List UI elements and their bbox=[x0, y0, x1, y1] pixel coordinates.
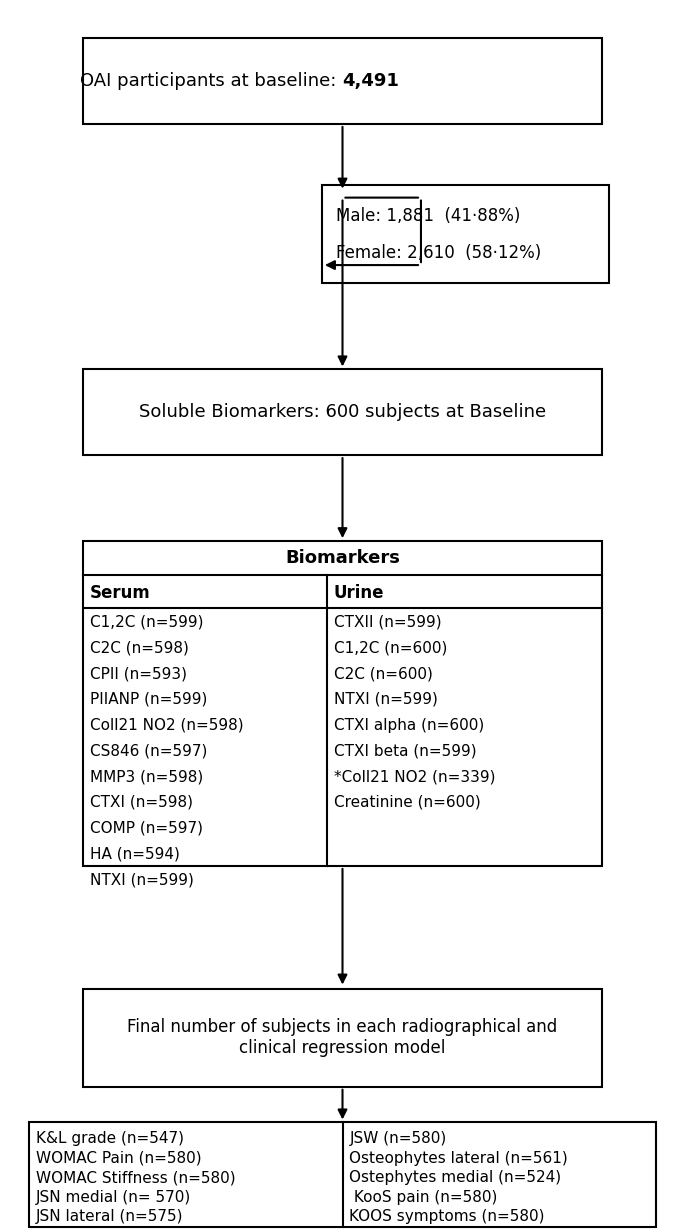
Text: Ostephytes medial (n=524): Ostephytes medial (n=524) bbox=[349, 1170, 562, 1186]
Text: CPII (n=593): CPII (n=593) bbox=[90, 667, 187, 681]
Text: CS846 (n=597): CS846 (n=597) bbox=[90, 743, 208, 759]
Text: Urine: Urine bbox=[334, 583, 384, 601]
Text: Osteophytes lateral (n=561): Osteophytes lateral (n=561) bbox=[349, 1150, 568, 1166]
Text: CTXI (n=598): CTXI (n=598) bbox=[90, 795, 193, 809]
Text: Final number of subjects in each radiographical and
clinical regression model: Final number of subjects in each radiogr… bbox=[127, 1018, 558, 1057]
Text: NTXI (n=599): NTXI (n=599) bbox=[90, 872, 194, 887]
Text: PIIANP (n=599): PIIANP (n=599) bbox=[90, 691, 208, 707]
Text: COMP (n=597): COMP (n=597) bbox=[90, 820, 203, 835]
FancyBboxPatch shape bbox=[84, 38, 601, 124]
Text: Serum: Serum bbox=[90, 583, 151, 601]
FancyBboxPatch shape bbox=[84, 369, 601, 455]
Text: KooS pain (n=580): KooS pain (n=580) bbox=[349, 1189, 498, 1205]
Text: 4,491: 4,491 bbox=[342, 73, 399, 90]
Text: KOOS symptoms (n=580): KOOS symptoms (n=580) bbox=[349, 1209, 545, 1224]
Text: CTXI beta (n=599): CTXI beta (n=599) bbox=[334, 743, 476, 759]
Text: Biomarkers: Biomarkers bbox=[285, 549, 400, 567]
Text: C1,2C (n=599): C1,2C (n=599) bbox=[90, 615, 203, 630]
Text: *Coll21 NO2 (n=339): *Coll21 NO2 (n=339) bbox=[334, 769, 495, 785]
FancyBboxPatch shape bbox=[322, 186, 608, 283]
Text: CTXI alpha (n=600): CTXI alpha (n=600) bbox=[334, 717, 484, 733]
Text: Creatinine (n=600): Creatinine (n=600) bbox=[334, 795, 480, 809]
FancyBboxPatch shape bbox=[84, 989, 601, 1087]
FancyBboxPatch shape bbox=[84, 541, 601, 866]
Text: JSN lateral (n=575): JSN lateral (n=575) bbox=[36, 1209, 183, 1224]
Text: Coll21 NO2 (n=598): Coll21 NO2 (n=598) bbox=[90, 717, 244, 733]
Text: MMP3 (n=598): MMP3 (n=598) bbox=[90, 769, 203, 785]
Text: CTXII (n=599): CTXII (n=599) bbox=[334, 615, 441, 630]
FancyBboxPatch shape bbox=[29, 1122, 656, 1226]
Text: Soluble Biomarkers: 600 subjects at Baseline: Soluble Biomarkers: 600 subjects at Base… bbox=[139, 403, 546, 421]
Text: JSW (n=580): JSW (n=580) bbox=[349, 1130, 447, 1146]
Text: C2C (n=600): C2C (n=600) bbox=[334, 667, 433, 681]
Text: C2C (n=598): C2C (n=598) bbox=[90, 641, 189, 656]
Text: OAI participants at baseline:: OAI participants at baseline: bbox=[80, 73, 342, 90]
Text: Male: 1,881  (41·88%): Male: 1,881 (41·88%) bbox=[336, 208, 520, 225]
Text: NTXI (n=599): NTXI (n=599) bbox=[334, 691, 438, 707]
Text: HA (n=594): HA (n=594) bbox=[90, 846, 180, 861]
Text: Female: 2,610  (58·12%): Female: 2,610 (58·12%) bbox=[336, 245, 541, 262]
Text: JSN medial (n= 570): JSN medial (n= 570) bbox=[36, 1189, 190, 1205]
Text: C1,2C (n=600): C1,2C (n=600) bbox=[334, 641, 447, 656]
Text: WOMAC Pain (n=580): WOMAC Pain (n=580) bbox=[36, 1150, 201, 1166]
Text: WOMAC Stiffness (n=580): WOMAC Stiffness (n=580) bbox=[36, 1170, 235, 1186]
Text: K&L grade (n=547): K&L grade (n=547) bbox=[36, 1130, 184, 1146]
